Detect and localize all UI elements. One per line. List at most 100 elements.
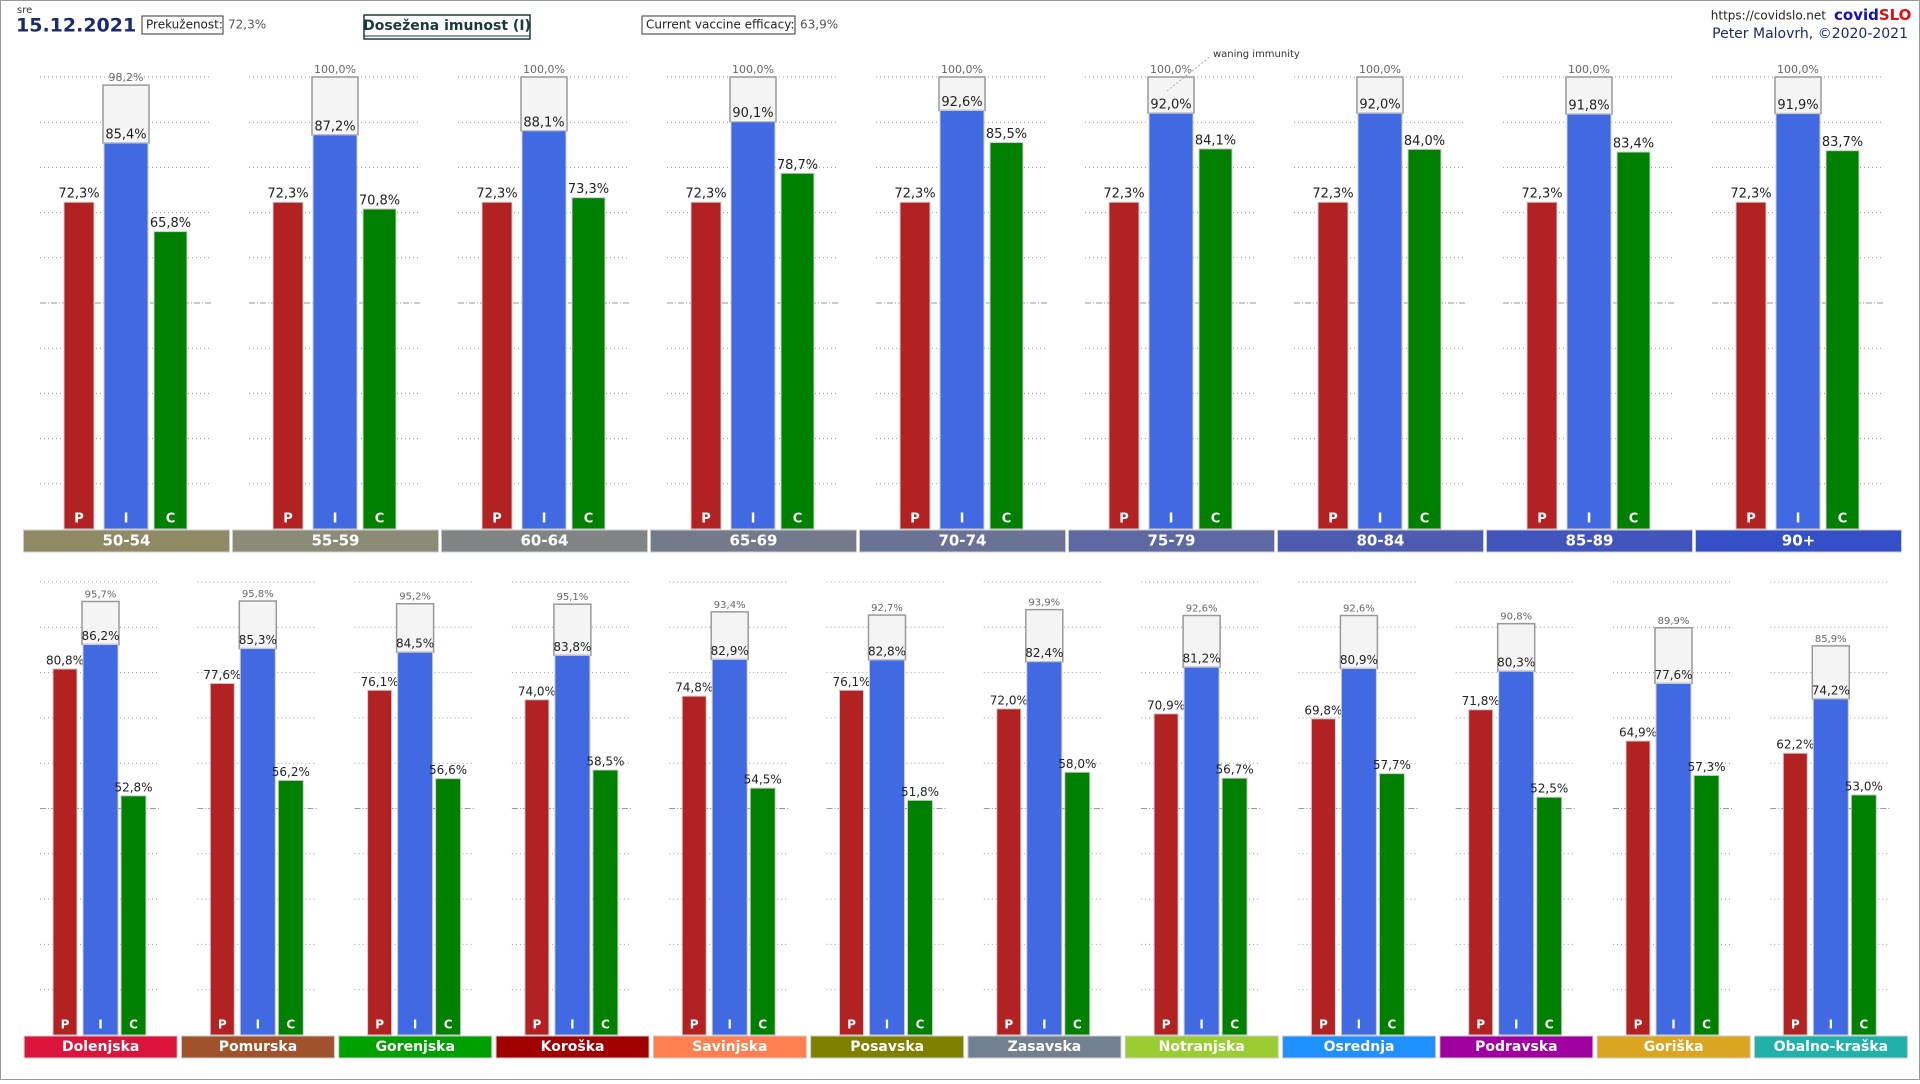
bar: [1468, 709, 1494, 1036]
category-label: 70-74: [939, 532, 987, 550]
bar: [1735, 201, 1767, 530]
bar: [839, 689, 864, 1036]
category-label: 80-84: [1357, 532, 1405, 550]
value-label: 83,4%: [1613, 137, 1654, 152]
series-letter: I: [1829, 1018, 1833, 1032]
category-label: 50-54: [103, 532, 151, 550]
bar: [1378, 773, 1405, 1036]
bar: [1655, 682, 1692, 1036]
series-letter: I: [256, 1018, 260, 1032]
reference-box: [1356, 76, 1404, 114]
bar: [780, 172, 815, 530]
category-box: [23, 1035, 178, 1059]
value-label: 74,0%: [518, 684, 556, 698]
value-label: 54,5%: [744, 773, 782, 787]
value-label: 56,6%: [429, 763, 467, 777]
bar: [1782, 752, 1808, 1036]
bar: [989, 142, 1024, 530]
category-box: [1277, 529, 1484, 553]
category-label: Posavska: [850, 1039, 924, 1055]
series-letter: P: [74, 512, 84, 527]
value-label: 82,8%: [868, 644, 906, 658]
bar: [1183, 666, 1220, 1036]
category-box: [650, 529, 857, 553]
series-letter: I: [960, 512, 965, 527]
category-label: Obalno-kraška: [1774, 1039, 1888, 1055]
author: Peter Malovrh, ©2020-2021: [1712, 26, 1908, 42]
value-label: 84,0%: [1404, 134, 1445, 149]
bar: [312, 134, 358, 530]
value-label: 80,9%: [1340, 653, 1378, 667]
series-letter: C: [129, 1018, 138, 1032]
bar: [907, 799, 933, 1036]
date: 15.12.2021: [16, 15, 136, 37]
title: Dosežena imunost (I): [363, 18, 531, 34]
value-label: 70,8%: [359, 193, 400, 208]
reference-label: 85,9%: [1815, 634, 1847, 645]
bar: [521, 130, 567, 530]
series-letter: I: [1378, 512, 1383, 527]
category-label: Osrednja: [1324, 1039, 1395, 1055]
value-label: 72,3%: [476, 187, 517, 202]
value-label: 72,3%: [894, 187, 935, 202]
category-box: [1124, 1035, 1279, 1059]
series-letter: C: [1629, 512, 1639, 527]
category-box: [810, 1035, 965, 1059]
series-letter: C: [1545, 1018, 1554, 1032]
bar: [711, 658, 748, 1036]
series-letter: C: [916, 1018, 925, 1032]
reference-box: [1025, 608, 1064, 663]
series-letter: P: [218, 1018, 227, 1032]
reference-label: 100,0%: [1777, 63, 1819, 76]
value-label: 80,3%: [1497, 656, 1535, 670]
value-label: 74,2%: [1812, 683, 1850, 697]
series-letter: C: [1387, 1018, 1396, 1032]
reference-box: [1565, 76, 1613, 115]
value-label: 76,1%: [832, 675, 870, 689]
bar: [1064, 771, 1091, 1036]
category-label: Notranjska: [1159, 1039, 1245, 1055]
value-label: 88,1%: [523, 115, 564, 130]
category-label: 90+: [1782, 532, 1815, 550]
category-label: Goriška: [1644, 1039, 1704, 1055]
series-letter: P: [1537, 512, 1547, 527]
category-box: [1486, 529, 1693, 553]
value-label: 85,4%: [105, 127, 146, 142]
value-label: 58,0%: [1058, 757, 1096, 771]
series-letter: C: [1211, 512, 1221, 527]
value-label: 62,2%: [1776, 738, 1814, 752]
reference-box: [553, 603, 592, 657]
bar: [362, 208, 397, 530]
value-label: 92,6%: [941, 95, 982, 110]
value-label: 80,8%: [46, 653, 84, 667]
category-label: Dolenjska: [62, 1039, 139, 1055]
category-label: 85-89: [1566, 532, 1614, 550]
category-box: [441, 529, 648, 553]
value-label: 83,8%: [553, 640, 591, 654]
bar: [481, 201, 513, 530]
value-label: 77,6%: [203, 668, 241, 682]
infected-value: 72,3%: [228, 18, 266, 32]
bar: [554, 654, 591, 1036]
bar: [899, 201, 931, 530]
value-label: 77,6%: [1654, 668, 1692, 682]
reference-label: 93,9%: [1028, 598, 1060, 609]
category-label: Podravska: [1475, 1039, 1557, 1055]
weekday: sre: [17, 5, 32, 16]
infected-label: Prekuženost:: [146, 18, 223, 32]
brand-b: SLO: [1879, 6, 1912, 24]
series-letter: C: [375, 512, 385, 527]
reference-box: [1774, 76, 1822, 115]
reference-label: 90,8%: [1500, 612, 1532, 623]
value-label: 78,7%: [777, 158, 818, 173]
series-letter: C: [286, 1018, 295, 1032]
series-letter: P: [1746, 512, 1756, 527]
value-label: 71,8%: [1462, 694, 1500, 708]
bar: [524, 699, 550, 1036]
bar: [1536, 796, 1563, 1036]
bar: [277, 779, 304, 1036]
url: https://covidslo.net: [1711, 9, 1827, 23]
reference-label: 100,0%: [732, 63, 774, 76]
series-letter: I: [98, 1018, 102, 1032]
